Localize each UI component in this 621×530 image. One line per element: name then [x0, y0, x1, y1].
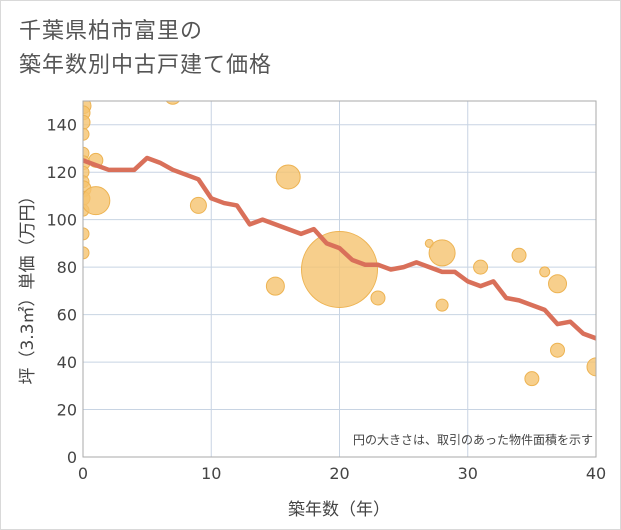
- x-axis-title: 築年数（年）: [288, 500, 390, 520]
- bubble-point: [435, 298, 449, 312]
- bubble-point: [301, 231, 378, 309]
- x-tick-label: 20: [329, 464, 349, 483]
- bubble-point: [275, 164, 301, 190]
- bubble-point: [189, 196, 207, 214]
- bubble-series: [83, 101, 596, 387]
- y-tick-label: 60: [57, 306, 77, 325]
- bubble-point: [428, 239, 456, 267]
- chart-title: 千葉県柏市富里の 築年数別中古戸建て価格: [19, 15, 272, 83]
- bubble-point: [473, 259, 489, 275]
- x-tick-label: 40: [586, 464, 606, 483]
- y-tick-label: 0: [67, 448, 77, 467]
- average-price-line: [83, 155, 596, 341]
- y-tick-label: 40: [57, 353, 77, 372]
- bubble-point: [586, 357, 596, 377]
- bubble-point: [524, 371, 540, 387]
- bubble-point: [548, 274, 568, 294]
- bubble-point: [83, 165, 90, 179]
- y-tick-label: 20: [57, 401, 77, 420]
- y-axis-ticks: 0 20 40 60 80 100 120 140: [46, 116, 77, 467]
- y-tick-label: 120: [46, 163, 77, 182]
- bubble-point: [165, 101, 180, 105]
- bubble-point: [539, 266, 551, 278]
- bubble-point: [550, 342, 566, 358]
- bubble-point: [83, 246, 90, 260]
- plot-border: [82, 100, 597, 458]
- chart-title-line2: 築年数別中古戸建て価格: [19, 53, 273, 78]
- chart-title-line1: 千葉県柏市富里の: [19, 19, 204, 44]
- bubble-point: [83, 114, 91, 130]
- y-axis-title: 坪（3.3㎡）単価（万円）: [18, 187, 38, 384]
- bubble-point: [265, 276, 285, 296]
- line-series: [83, 155, 596, 341]
- bubble-point: [83, 127, 90, 141]
- bubble-point: [370, 290, 386, 306]
- bubble-point: [511, 247, 527, 263]
- x-tick-label: 0: [78, 464, 88, 483]
- bubble-point: [83, 227, 90, 241]
- y-tick-label: 80: [57, 258, 77, 277]
- x-tick-label: 10: [201, 464, 221, 483]
- bubble-point: [83, 186, 111, 216]
- x-tick-label: 30: [458, 464, 478, 483]
- x-axis-ticks: 0 10 20 30 40: [78, 464, 606, 483]
- bubble-size-note: 円の大きさは、取引のあった物件面積を示す: [353, 432, 593, 447]
- y-tick-label: 100: [46, 211, 77, 230]
- y-tick-label: 140: [46, 116, 77, 135]
